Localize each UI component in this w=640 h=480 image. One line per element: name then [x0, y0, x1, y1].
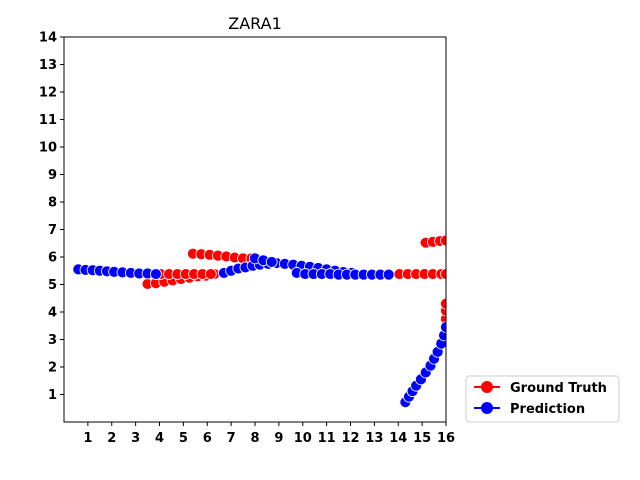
- x-tick-label: 7: [227, 431, 236, 446]
- x-tick-label: 5: [179, 431, 188, 446]
- x-tick-label: 9: [274, 431, 283, 446]
- x-tick-label: 13: [365, 431, 383, 446]
- x-tick-label: 3: [131, 431, 140, 446]
- y-tick-label: 14: [39, 31, 57, 46]
- x-tick-label: 14: [389, 431, 407, 446]
- legend-box: [465, 375, 620, 423]
- ground-truth-point: [440, 234, 446, 247]
- x-tick-label: 4: [155, 431, 164, 446]
- y-tick-label: 6: [48, 251, 57, 266]
- x-tick-label: 15: [413, 431, 431, 446]
- y-tick-label: 7: [48, 223, 57, 238]
- y-tick-label: 12: [39, 86, 57, 101]
- ground-truth-point: [440, 297, 446, 310]
- x-tick-label: 2: [107, 431, 116, 446]
- y-tick-label: 11: [39, 113, 57, 128]
- x-tick-label: 8: [250, 431, 259, 446]
- axes: 1 2 3 4 5 6 7 8 9 10 11 12 13 14 15 1612345678910111213…: [39, 31, 455, 447]
- prediction-point: [265, 256, 278, 268]
- chart-title: ZARA1: [228, 14, 282, 33]
- y-tick-label: 3: [48, 333, 57, 348]
- ground-truth-point: [440, 268, 446, 280]
- ground-truth-point: [204, 268, 217, 280]
- legend-label-prediction: Prediction: [510, 402, 585, 417]
- plot-frame: [63, 36, 447, 423]
- prediction-point: [382, 268, 395, 281]
- legend-label-ground-truth: Ground Truth: [510, 381, 607, 396]
- x-tick-label: 12: [341, 431, 359, 446]
- y-tick-label: 10: [39, 141, 57, 156]
- x-tick-label: 6: [203, 431, 212, 446]
- legend-marker-prediction: [481, 402, 493, 414]
- y-tick-label: 1: [48, 388, 57, 403]
- y-tick-label: 9: [48, 168, 57, 183]
- y-tick-label: 8: [48, 196, 57, 211]
- prediction-point: [150, 268, 162, 280]
- y-tick-label: 5: [48, 278, 57, 293]
- x-tick-label: 1: [83, 431, 92, 446]
- legend-marker-ground-truth: [481, 381, 493, 393]
- plot-area: [72, 234, 446, 409]
- x-tick-label: 11: [318, 431, 336, 446]
- legend: Ground Truth Prediction: [465, 375, 620, 423]
- y-tick-label: 4: [48, 306, 57, 321]
- x-tick-label: 16: [437, 431, 455, 446]
- prediction-point: [440, 321, 446, 334]
- x-tick-label: 10: [294, 431, 312, 446]
- y-tick-label: 13: [39, 58, 57, 73]
- y-tick-label: 2: [48, 361, 57, 376]
